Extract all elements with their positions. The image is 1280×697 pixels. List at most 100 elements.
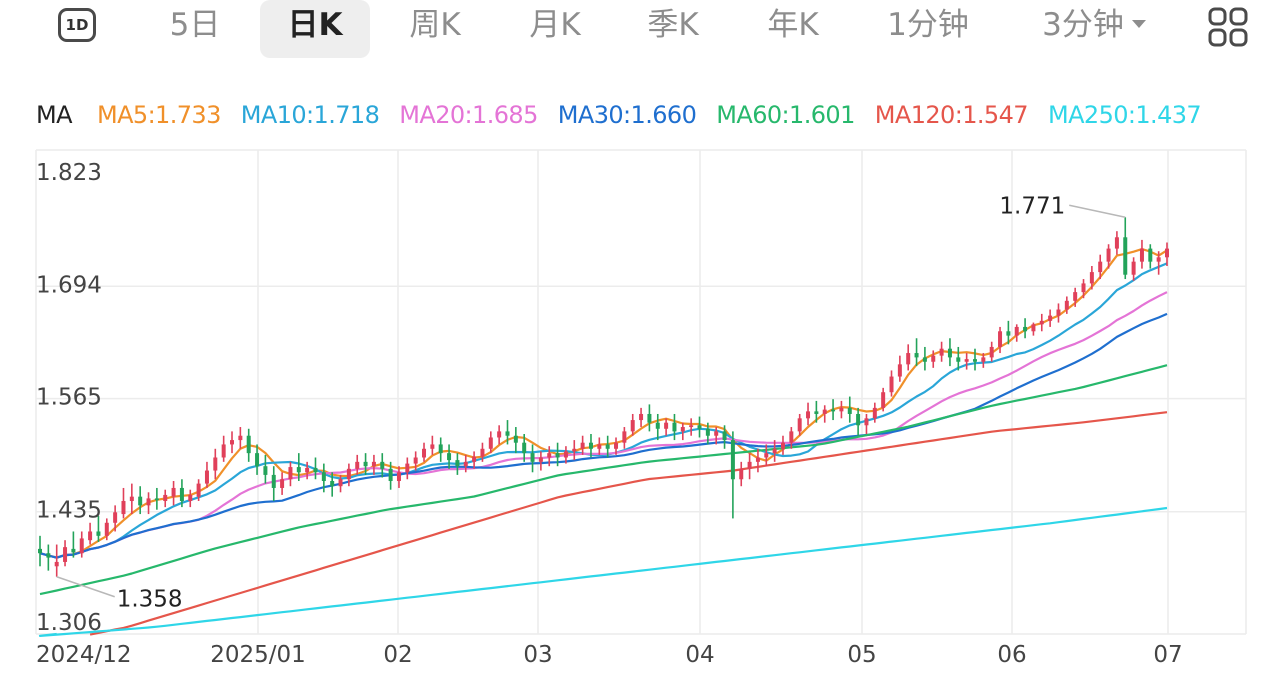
period-tab-bar: 1D 5日 日K 周K 月K 季K 年K 1分钟 3分钟 (0, 0, 1280, 62)
candle-body (572, 448, 577, 452)
candle-body (956, 357, 961, 362)
candle-body (964, 359, 969, 362)
tab-5day[interactable]: 5日 (169, 7, 221, 43)
candlesticks (38, 217, 1169, 577)
candle-body (864, 418, 869, 426)
candle-body (639, 413, 644, 421)
candle-body (1148, 248, 1153, 262)
candle-body (580, 442, 585, 449)
candle-body (138, 496, 143, 506)
candle-body (271, 474, 276, 488)
candle-body (313, 467, 318, 473)
tab-yearly-k[interactable]: 年K (767, 7, 819, 43)
candle-body (1064, 300, 1069, 310)
candle-body (330, 480, 335, 487)
candle-body (947, 348, 952, 358)
candle-body (730, 440, 735, 480)
period-low-label: 1.358 (117, 587, 183, 613)
candle-body (463, 461, 468, 467)
candle-body (856, 413, 861, 426)
candle-body (230, 440, 235, 445)
candle-body (772, 448, 777, 454)
tab-daily-k[interactable]: 日K (260, 0, 370, 58)
candle-body (814, 411, 819, 414)
ma-line-ma60 (39, 364, 1168, 596)
candle-body (1073, 292, 1078, 301)
candle-body (88, 531, 93, 541)
candle-body (188, 494, 193, 502)
tab-monthly-k[interactable]: 月K (529, 7, 581, 43)
candle-body (422, 448, 427, 458)
tab-1min[interactable]: 1分钟 (887, 7, 969, 43)
ma-line-ma250 (38, 506, 1168, 638)
candle-body (154, 498, 159, 501)
candle-body (355, 461, 360, 469)
candle-body (889, 376, 894, 393)
candle-body (338, 479, 343, 487)
y-axis: 1.823 1.694 1.565 1.435 1.306 (36, 160, 102, 636)
ma-line-ma120 (89, 411, 1168, 636)
high-low-annotations: 1.771 1.358 (56, 193, 1126, 613)
candle-body (739, 468, 744, 480)
tab-3min-label: 3分钟 (1042, 7, 1124, 43)
candle-body (455, 460, 460, 467)
candle-body (79, 538, 84, 554)
candle-body (647, 413, 652, 423)
candle-body (288, 467, 293, 480)
grid-menu-icon[interactable] (1207, 6, 1249, 48)
candle-body (1106, 248, 1111, 262)
candle-body (806, 411, 811, 419)
candle-body (213, 457, 218, 471)
x-tick: 07 (1153, 642, 1182, 668)
candle-body (1031, 324, 1036, 332)
candle-body (472, 456, 477, 462)
legend-ma10: MA10:1.718 (240, 101, 380, 129)
candle-body (380, 461, 385, 469)
candle-body (447, 453, 452, 461)
candle-body (605, 444, 610, 449)
y-tick: 1.306 (36, 610, 102, 636)
candle-body (780, 442, 785, 449)
tab-3min-dropdown[interactable]: 3分钟 (1024, 0, 1164, 58)
candle-body (897, 364, 902, 377)
tab-quarterly-k[interactable]: 季K (647, 7, 699, 43)
candle-body (246, 435, 251, 454)
candle-body (121, 501, 126, 515)
candle-body (46, 553, 51, 558)
candle-body (555, 453, 560, 458)
candle-body (71, 548, 76, 553)
daily-badge-icon[interactable]: 1D (58, 8, 96, 42)
candle-body (396, 472, 401, 481)
candle-body (1131, 261, 1136, 275)
candle-body (255, 453, 260, 467)
candle-body (280, 479, 285, 488)
candle-body (513, 435, 518, 443)
x-axis: 2024/12 2025/01 02 03 04 05 06 07 (36, 642, 1183, 668)
candle-body (755, 457, 760, 462)
candle-body (1081, 283, 1086, 293)
candle-body (622, 431, 627, 443)
tab-weekly-k[interactable]: 周K (409, 7, 461, 43)
candle-body (881, 392, 886, 408)
candle-body (630, 420, 635, 432)
candle-body (204, 470, 209, 484)
candle-body (906, 353, 911, 365)
candle-body (113, 512, 118, 523)
candle-body (413, 457, 418, 464)
candle-body (388, 468, 393, 481)
candle-body (972, 359, 977, 362)
candle-body (697, 425, 702, 429)
candle-body (831, 409, 836, 412)
candle-body (129, 496, 134, 502)
candle-body (764, 453, 769, 458)
candle-body (438, 444, 443, 454)
candle-body (1023, 326, 1028, 332)
y-tick: 1.435 (36, 498, 102, 524)
candle-body (346, 468, 351, 480)
x-tick: 06 (997, 642, 1026, 668)
ma-line-ma30 (39, 312, 1168, 559)
candle-body (655, 422, 660, 429)
candle-body (1089, 272, 1094, 284)
candle-body (104, 522, 109, 536)
